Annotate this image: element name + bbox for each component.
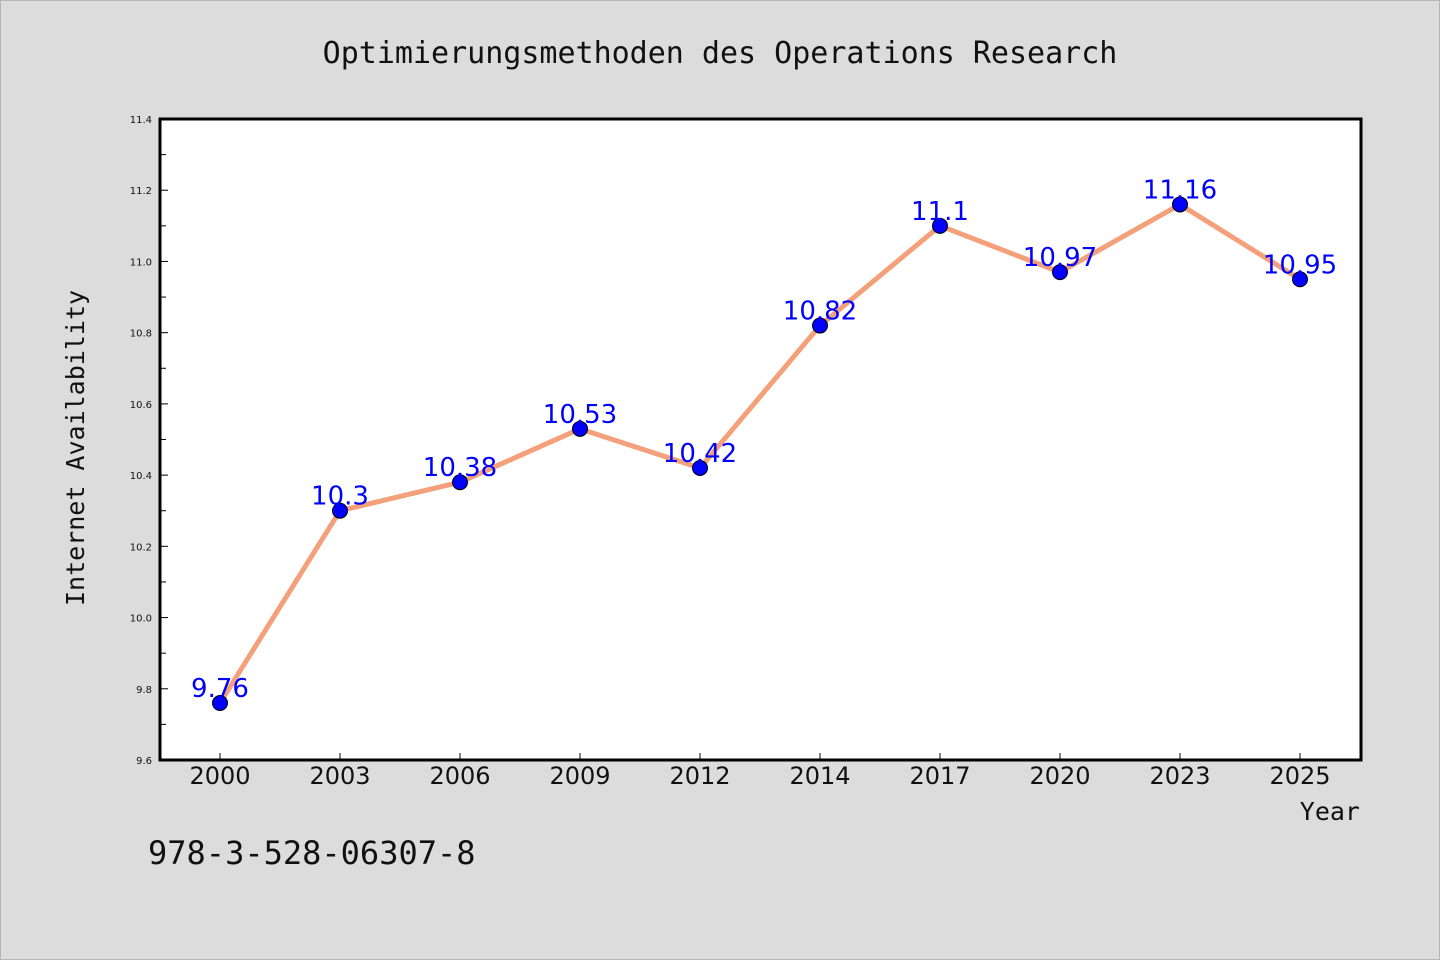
x-tick-label: 2000 [189, 762, 250, 790]
data-point [212, 695, 228, 712]
y-tick-label: 11.2 [130, 186, 152, 197]
data-point [1052, 264, 1068, 281]
data-point [1172, 196, 1188, 213]
data-point [692, 459, 708, 476]
data-point [452, 474, 468, 491]
y-tick-label: 11.4 [130, 115, 152, 126]
data-label: 10.97 [1023, 243, 1097, 273]
plot-border [158, 117, 1363, 762]
y-axis-label: Internet Availability [61, 290, 90, 606]
data-label: 10.82 [783, 297, 857, 327]
x-tick-label: 2023 [1149, 762, 1210, 790]
data-point [1292, 271, 1308, 288]
data-point [812, 317, 828, 334]
data-point [332, 502, 348, 519]
x-axis: 2000 2003 2006 2009 2012 2014 2017 2020 2023 2025 [189, 753, 1331, 790]
data-label: 9.76 [191, 674, 249, 704]
data-label: 10.53 [543, 400, 617, 430]
data-labels: 9.76 10.3 10.38 10.53 10.42 10.82 11.1 10.97 11.… [191, 175, 1337, 704]
data-label: 11.1 [911, 197, 969, 227]
y-tick-label: 9.6 [136, 756, 152, 767]
plot-area [160, 119, 1361, 760]
data-label: 10.3 [311, 482, 369, 512]
y-tick-label: 9.8 [136, 685, 152, 696]
x-tick-label: 2009 [549, 762, 610, 790]
x-tick-label: 2012 [669, 762, 730, 790]
data-label: 10.95 [1263, 250, 1337, 280]
y-tick-label: 10.6 [130, 400, 152, 411]
x-axis-label: Year [1300, 797, 1360, 826]
data-markers [212, 196, 1308, 712]
x-tick-label: 2017 [909, 762, 970, 790]
y-tick-label: 10.4 [130, 471, 152, 482]
series-line [217, 201, 1302, 705]
x-tick-label: 2020 [1029, 762, 1090, 790]
chart-title: Optimierungsmethoden des Operations Rese… [323, 36, 1118, 71]
y-tick-label: 10.0 [130, 614, 152, 625]
x-tick-label: 2003 [309, 762, 370, 790]
data-label: 10.38 [423, 453, 497, 483]
data-point [932, 217, 948, 234]
x-tick-label: 2014 [789, 762, 850, 790]
x-tick-label: 2006 [429, 762, 490, 790]
y-tick-label: 10.8 [130, 329, 152, 340]
data-label: 10.42 [663, 439, 737, 469]
y-tick-label: 10.2 [130, 542, 152, 553]
x-tick-label: 2025 [1269, 762, 1330, 790]
y-tick-label: 11.0 [130, 257, 152, 268]
data-label: 11.16 [1143, 175, 1217, 205]
isbn-footer: 978-3-528-06307-8 [148, 834, 476, 872]
data-point [572, 420, 588, 437]
